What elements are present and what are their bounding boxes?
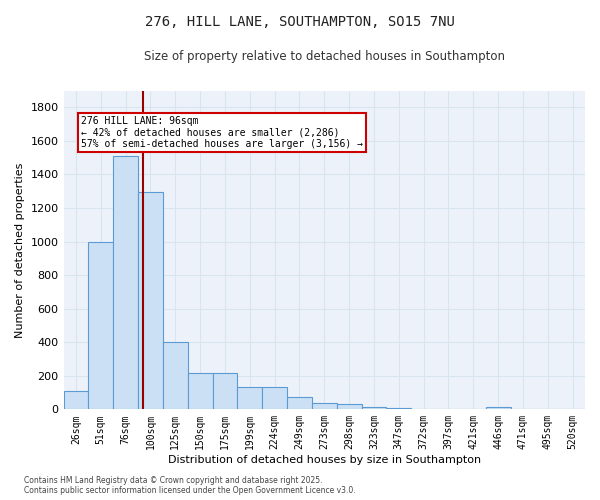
Bar	[212, 374, 238, 410]
Text: Contains HM Land Registry data © Crown copyright and database right 2025.
Contai: Contains HM Land Registry data © Crown c…	[24, 476, 356, 495]
Bar	[337, 404, 362, 409]
X-axis label: Distribution of detached houses by size in Southampton: Distribution of detached houses by size …	[168, 455, 481, 465]
Bar	[188, 374, 212, 410]
Text: 276 HILL LANE: 96sqm
← 42% of detached houses are smaller (2,286)
57% of semi-de: 276 HILL LANE: 96sqm ← 42% of detached h…	[81, 116, 363, 149]
Bar	[163, 342, 188, 409]
Bar	[88, 242, 113, 410]
Bar	[312, 402, 337, 409]
Bar	[238, 386, 262, 409]
Bar	[485, 407, 511, 410]
Bar	[362, 407, 386, 410]
Bar	[64, 391, 88, 409]
Text: 276, HILL LANE, SOUTHAMPTON, SO15 7NU: 276, HILL LANE, SOUTHAMPTON, SO15 7NU	[145, 15, 455, 29]
Bar	[138, 192, 163, 410]
Bar	[262, 386, 287, 409]
Bar	[386, 408, 411, 410]
Y-axis label: Number of detached properties: Number of detached properties	[15, 162, 25, 338]
Bar	[113, 156, 138, 409]
Bar	[287, 398, 312, 409]
Title: Size of property relative to detached houses in Southampton: Size of property relative to detached ho…	[144, 50, 505, 63]
